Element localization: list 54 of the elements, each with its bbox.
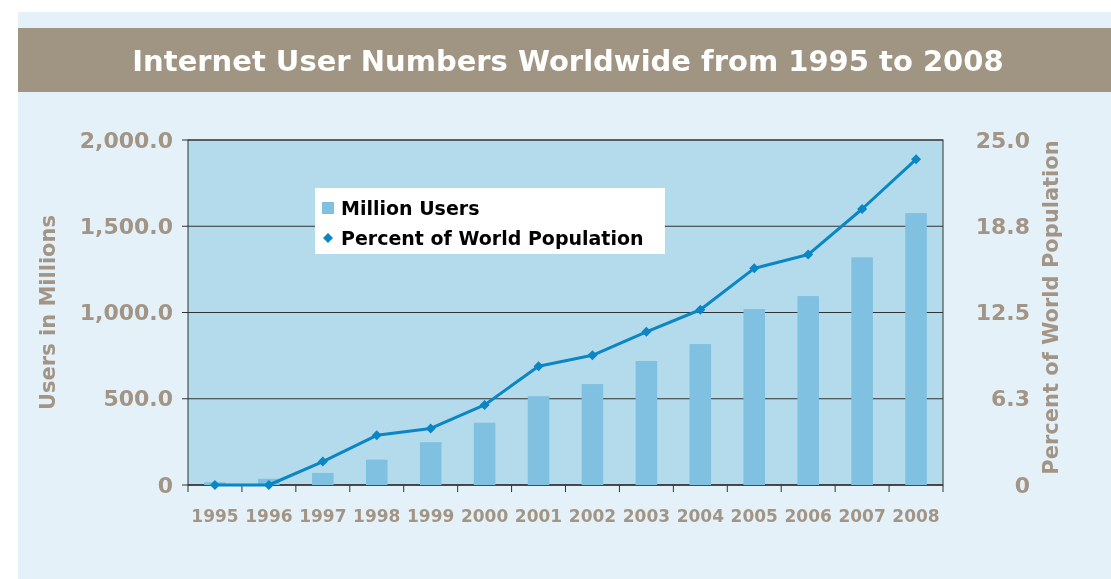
y-tick-label: 500.0	[103, 386, 173, 412]
x-tick-label: 1995	[191, 506, 239, 526]
y-axis-title: Users in Millions	[36, 215, 60, 410]
legend-label: Percent of World Population	[341, 226, 644, 249]
point	[371, 430, 382, 441]
y-tick-label: 0	[157, 472, 173, 498]
x-tick-label: 2005	[730, 506, 778, 526]
bar	[473, 422, 496, 485]
bar	[527, 396, 550, 485]
chart-title: Internet User Numbers Worldwide from 1995 to 2008	[132, 44, 1004, 78]
bar	[365, 459, 388, 485]
x-tick-label: 2001	[514, 506, 563, 526]
point	[479, 399, 490, 410]
point	[857, 204, 868, 214]
point	[749, 263, 760, 274]
point	[695, 304, 706, 315]
y2-axis-title: Percent of World Population	[1039, 140, 1063, 475]
y2-tick-label: 25.0	[975, 127, 1030, 153]
bar	[797, 296, 819, 485]
x-tick-label: 2007	[838, 506, 886, 526]
point	[425, 423, 436, 434]
point	[803, 249, 814, 260]
x-tick-label: 2003	[622, 506, 671, 526]
y2-tick-label: 0	[1014, 472, 1030, 498]
x-tick-label: 1998	[353, 506, 401, 526]
x-tick-label: 2002	[568, 506, 617, 526]
y-tick-label: 2,000.0	[79, 127, 173, 153]
y-tick-label: 1,500.0	[79, 213, 173, 239]
point	[209, 480, 220, 490]
y2-tick-label: 6.3	[991, 386, 1030, 412]
bar	[419, 442, 442, 485]
y-tick-label: 1,000.0	[79, 300, 173, 326]
x-tick-label: 1996	[245, 506, 293, 526]
x-tick-label: 2006	[784, 506, 832, 526]
x-tick-label: 2004	[676, 506, 725, 526]
x-tick-label: 2008	[892, 506, 940, 526]
bar	[689, 344, 712, 485]
bar	[312, 472, 334, 485]
bar	[743, 309, 766, 485]
point	[641, 326, 652, 337]
x-tick-label: 1997	[299, 506, 347, 526]
point	[911, 154, 922, 165]
point	[317, 456, 328, 467]
point	[533, 361, 544, 372]
y2-tick-label: 12.5	[975, 300, 1030, 326]
legend-label: Million Users	[341, 196, 480, 219]
bar	[851, 257, 873, 485]
y2-tick-label: 18.8	[975, 213, 1030, 239]
x-tick-label: 1999	[407, 506, 455, 526]
x-tick-label: 2000	[460, 506, 509, 526]
bar	[635, 360, 658, 485]
bar	[581, 384, 604, 485]
bar	[905, 213, 927, 485]
point	[587, 350, 598, 361]
